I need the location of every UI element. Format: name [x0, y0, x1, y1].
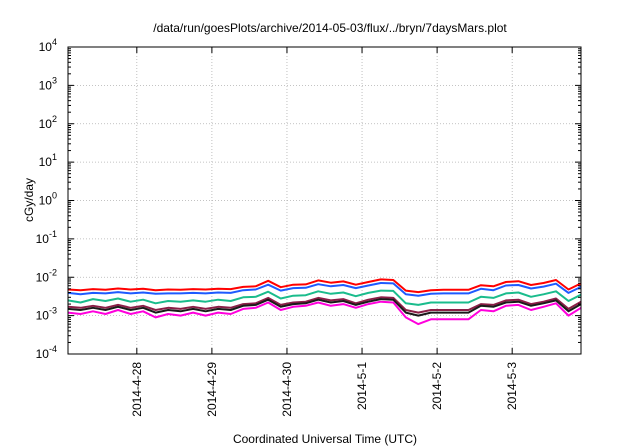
x-tick-label: 2014-4-28 — [130, 362, 144, 417]
y-tick-label: 102 — [39, 114, 57, 131]
y-tick-label: 101 — [39, 152, 57, 169]
x-tick-label: 2014-4-30 — [280, 362, 294, 417]
y-tick-label: 10-2 — [36, 267, 57, 284]
x-axis-title: Coordinated Universal Time (UTC) — [233, 432, 417, 446]
series-line-4 — [67, 296, 582, 314]
series-line-5 — [67, 298, 582, 317]
y-tick-label: 10-3 — [36, 306, 57, 323]
series-line-1 — [67, 278, 582, 294]
y-tick-label: 104 — [39, 37, 57, 54]
x-tick-label: 2014-5-3 — [505, 362, 519, 410]
series-line-2 — [67, 282, 582, 297]
series-lines — [67, 278, 582, 326]
x-axis: 2014-4-28 2014-4-29 2014-4-30 2014-5-1 2014-… — [130, 47, 519, 417]
x-tick-label: 2014-4-29 — [205, 362, 219, 417]
x-tick-label: 2014-5-2 — [430, 362, 444, 410]
y-axis-title: cGy/day — [22, 178, 36, 222]
y-tick-label: 10-4 — [36, 344, 57, 361]
chart-title: /data/run/goesPlots/archive/2014-05-03/f… — [153, 21, 507, 35]
series-line-6 — [67, 300, 582, 326]
x-tick-label: 2014-5-1 — [355, 362, 369, 410]
y-tick-label: 100 — [39, 191, 57, 208]
series-line-3 — [67, 289, 582, 306]
y-axis: 10-4 10-3 10-2 10-1 100 101 102 103 104 — [36, 37, 581, 361]
y-tick-label: 103 — [39, 75, 57, 92]
y-tick-label: 10-1 — [36, 229, 57, 246]
